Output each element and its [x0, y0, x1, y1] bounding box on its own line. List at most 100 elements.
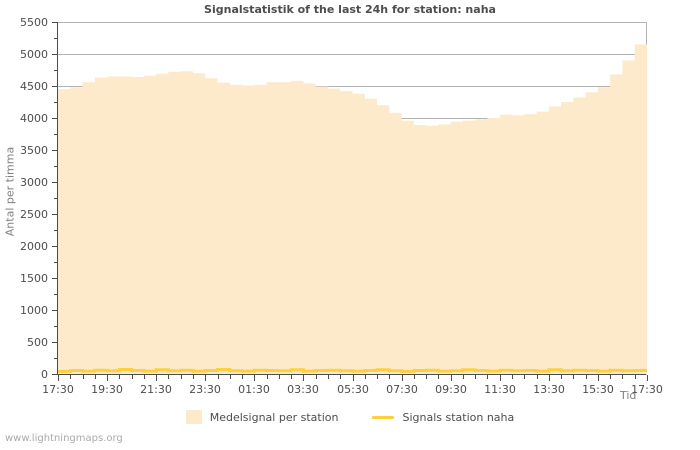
- y-tick: [52, 214, 58, 215]
- x-tick-minor: [242, 375, 243, 379]
- series-plot: [58, 44, 647, 375]
- x-tick: [58, 375, 59, 381]
- x-tick-minor: [340, 375, 341, 379]
- y-tick: [52, 246, 58, 247]
- y-tick-label: 3500: [20, 144, 48, 157]
- legend-line-swatch-icon: [372, 415, 395, 419]
- y-tick-label: 500: [27, 336, 48, 349]
- x-tick-minor: [438, 375, 439, 379]
- x-tick-minor: [389, 375, 390, 379]
- y-tick-minor: [54, 134, 58, 135]
- x-tick-minor: [181, 375, 182, 379]
- plot-area: [58, 22, 647, 375]
- line-series-signals-naha: [58, 368, 647, 373]
- x-tick-minor: [377, 375, 378, 379]
- y-tick-minor: [54, 166, 58, 167]
- y-tick-minor: [54, 38, 58, 39]
- y-tick-label: 2500: [20, 208, 48, 221]
- x-tick-minor: [70, 375, 71, 379]
- x-tick-minor: [230, 375, 231, 379]
- plot-border-top: [58, 22, 647, 23]
- legend-area-swatch-icon: [185, 410, 202, 424]
- x-tick-minor: [132, 375, 133, 379]
- x-tick: [353, 375, 354, 381]
- y-tick-label: 1000: [20, 304, 48, 317]
- x-tick-minor: [475, 375, 476, 379]
- gridline: [58, 54, 647, 55]
- y-tick-label: 1500: [20, 272, 48, 285]
- y-tick: [52, 54, 58, 55]
- y-tick-label: 5500: [20, 16, 48, 29]
- y-tick: [52, 86, 58, 87]
- x-tick-minor: [316, 375, 317, 379]
- chart-title: Signalstatistik of the last 24h for stat…: [204, 3, 496, 16]
- area-series-medelsignal: [58, 44, 647, 375]
- y-tick: [52, 118, 58, 119]
- x-tick-label: 13:30: [533, 383, 565, 396]
- y-tick-label: 2000: [20, 240, 48, 253]
- y-tick: [52, 310, 58, 311]
- x-tick-label: 19:30: [91, 383, 123, 396]
- x-tick: [205, 375, 206, 381]
- x-tick-minor: [168, 375, 169, 379]
- x-tick-label: 07:30: [386, 383, 418, 396]
- x-tick: [254, 375, 255, 381]
- x-tick-minor: [512, 375, 513, 379]
- x-tick: [647, 375, 648, 381]
- y-tick: [52, 342, 58, 343]
- x-tick: [156, 375, 157, 381]
- x-tick-minor: [83, 375, 84, 379]
- x-tick: [107, 375, 108, 381]
- x-tick-minor: [328, 375, 329, 379]
- x-tick: [303, 375, 304, 381]
- chart-legend: Medelsignal per station Signals station …: [0, 410, 700, 424]
- y-tick-minor: [54, 230, 58, 231]
- y-tick-label: 4000: [20, 112, 48, 125]
- x-tick-minor: [463, 375, 464, 379]
- x-tick: [402, 375, 403, 381]
- x-tick-label: 11:30: [484, 383, 516, 396]
- x-tick-minor: [95, 375, 96, 379]
- y-tick-minor: [54, 326, 58, 327]
- y-tick-label: 0: [41, 368, 48, 381]
- x-tick-minor: [487, 375, 488, 379]
- y-tick: [52, 182, 58, 183]
- y-tick-label: 4500: [20, 80, 48, 93]
- x-tick-label: 21:30: [140, 383, 172, 396]
- x-tick-label: 05:30: [337, 383, 369, 396]
- x-tick-minor: [414, 375, 415, 379]
- y-tick: [52, 150, 58, 151]
- x-tick-minor: [561, 375, 562, 379]
- y-tick-minor: [54, 358, 58, 359]
- y-tick-minor: [54, 262, 58, 263]
- x-tick-minor: [144, 375, 145, 379]
- x-tick-minor: [635, 375, 636, 379]
- y-tick-minor: [54, 70, 58, 71]
- x-tick-label: 17:30: [631, 383, 663, 396]
- x-tick-label: 03:30: [287, 383, 319, 396]
- x-tick-minor: [279, 375, 280, 379]
- x-tick-minor: [537, 375, 538, 379]
- x-tick-minor: [119, 375, 120, 379]
- x-tick-minor: [524, 375, 525, 379]
- x-tick-minor: [622, 375, 623, 379]
- x-tick-minor: [267, 375, 268, 379]
- x-tick-label: 01:30: [238, 383, 270, 396]
- x-tick-minor: [573, 375, 574, 379]
- x-tick-label: 17:30: [42, 383, 74, 396]
- x-tick: [549, 375, 550, 381]
- x-tick: [451, 375, 452, 381]
- x-axis-line: [57, 374, 647, 375]
- x-tick-minor: [426, 375, 427, 379]
- x-tick-minor: [586, 375, 587, 379]
- watermark: www.lightningmaps.org: [5, 433, 123, 444]
- y-axis-label: Antal per timma: [3, 146, 17, 237]
- y-tick-minor: [54, 198, 58, 199]
- x-tick-minor: [365, 375, 366, 379]
- y-tick-minor: [54, 102, 58, 103]
- legend-item-area[interactable]: Medelsignal per station: [185, 410, 339, 424]
- y-tick: [52, 278, 58, 279]
- legend-item-line[interactable]: Signals station naha: [372, 411, 514, 424]
- legend-label-area: Medelsignal per station: [209, 410, 339, 424]
